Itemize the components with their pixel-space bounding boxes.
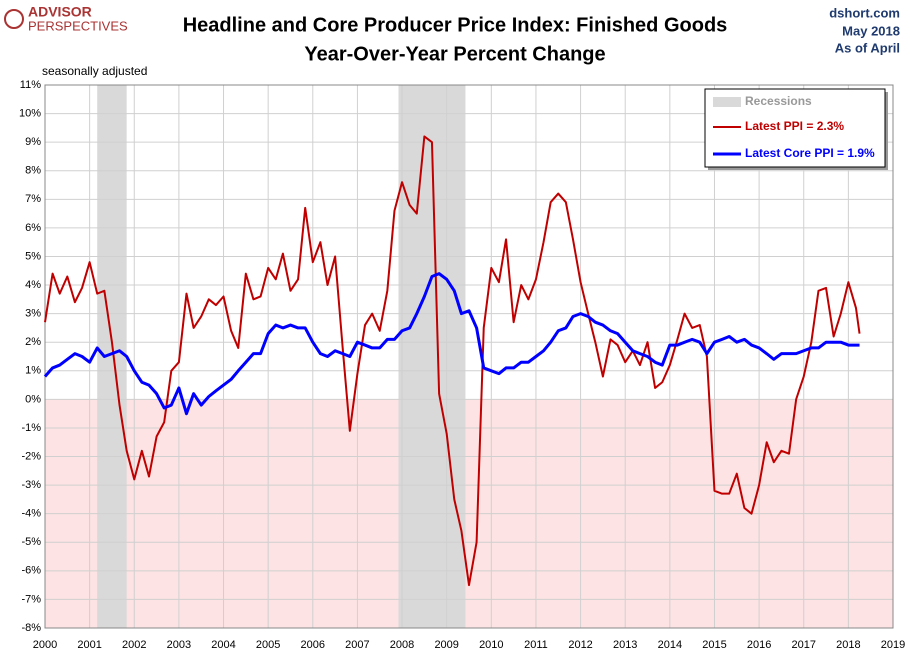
series-line [43,272,860,416]
x-tick-label: 2001 [77,639,101,651]
legend-label: Latest PPI = 2.3% [745,119,844,133]
y-tick-label: -2% [21,450,41,462]
y-tick-label: 10% [19,107,41,119]
date: May 2018 [842,23,900,38]
y-tick-label: 2% [25,336,41,348]
x-tick-label: 2008 [390,639,414,651]
y-tick-label: 9% [25,136,41,148]
note: seasonally adjusted [42,64,147,78]
x-tick-label: 2014 [658,639,682,651]
x-tick-label: 2018 [836,639,860,651]
x-tick-label: 2017 [791,639,815,651]
as-of: As of April [835,40,900,55]
y-tick-label: 1% [25,365,41,377]
logo-icon [4,9,24,29]
y-tick-label: 11% [20,79,41,91]
recession-band [97,85,127,628]
x-tick-label: 2013 [613,639,637,651]
source: dshort.com [829,5,900,20]
x-tick-label: 2004 [211,639,235,651]
x-tick-label: 2006 [301,639,325,651]
y-tick-label: -7% [21,593,41,605]
y-tick-label: 4% [25,279,41,291]
x-tick-label: 2003 [167,639,191,651]
y-tick-label: 8% [25,165,41,177]
logo-bottom: PERSPECTIVES [28,18,128,33]
y-tick-label: 6% [25,222,41,234]
y-tick-label: 7% [25,193,41,205]
y-tick-label: -8% [21,622,41,634]
legend-label: Recessions [745,94,812,108]
y-tick-label: -6% [21,565,41,577]
y-tick-label: -1% [21,422,41,434]
x-tick-label: 2012 [568,639,592,651]
y-tick-label: 0% [25,393,41,405]
legend-swatch [713,97,741,107]
y-tick-label: -5% [21,536,41,548]
x-tick-label: 2016 [747,639,771,651]
x-tick-label: 2007 [345,639,369,651]
y-tick-label: -4% [21,508,41,520]
x-tick-label: 2000 [33,639,57,651]
plot-frame [44,84,894,629]
legend-label: Latest Core PPI = 1.9% [745,146,875,160]
x-tick-label: 2009 [434,639,458,651]
x-tick-label: 2011 [524,639,548,651]
x-tick-label: 2010 [479,639,503,651]
x-tick-label: 2015 [702,639,726,651]
y-tick-label: -3% [21,479,41,491]
y-tick-label: 5% [25,250,41,262]
x-tick-label: 2002 [122,639,146,651]
chart-title: Headline and Core Producer Price Index: … [183,14,728,36]
chart-subtitle: Year-Over-Year Percent Change [304,43,605,65]
series-line [44,135,861,587]
logo-top: ADVISOR [28,4,92,20]
x-tick-label: 2005 [256,639,280,651]
x-tick-label: 2019 [881,639,905,651]
y-tick-label: 3% [25,308,41,320]
